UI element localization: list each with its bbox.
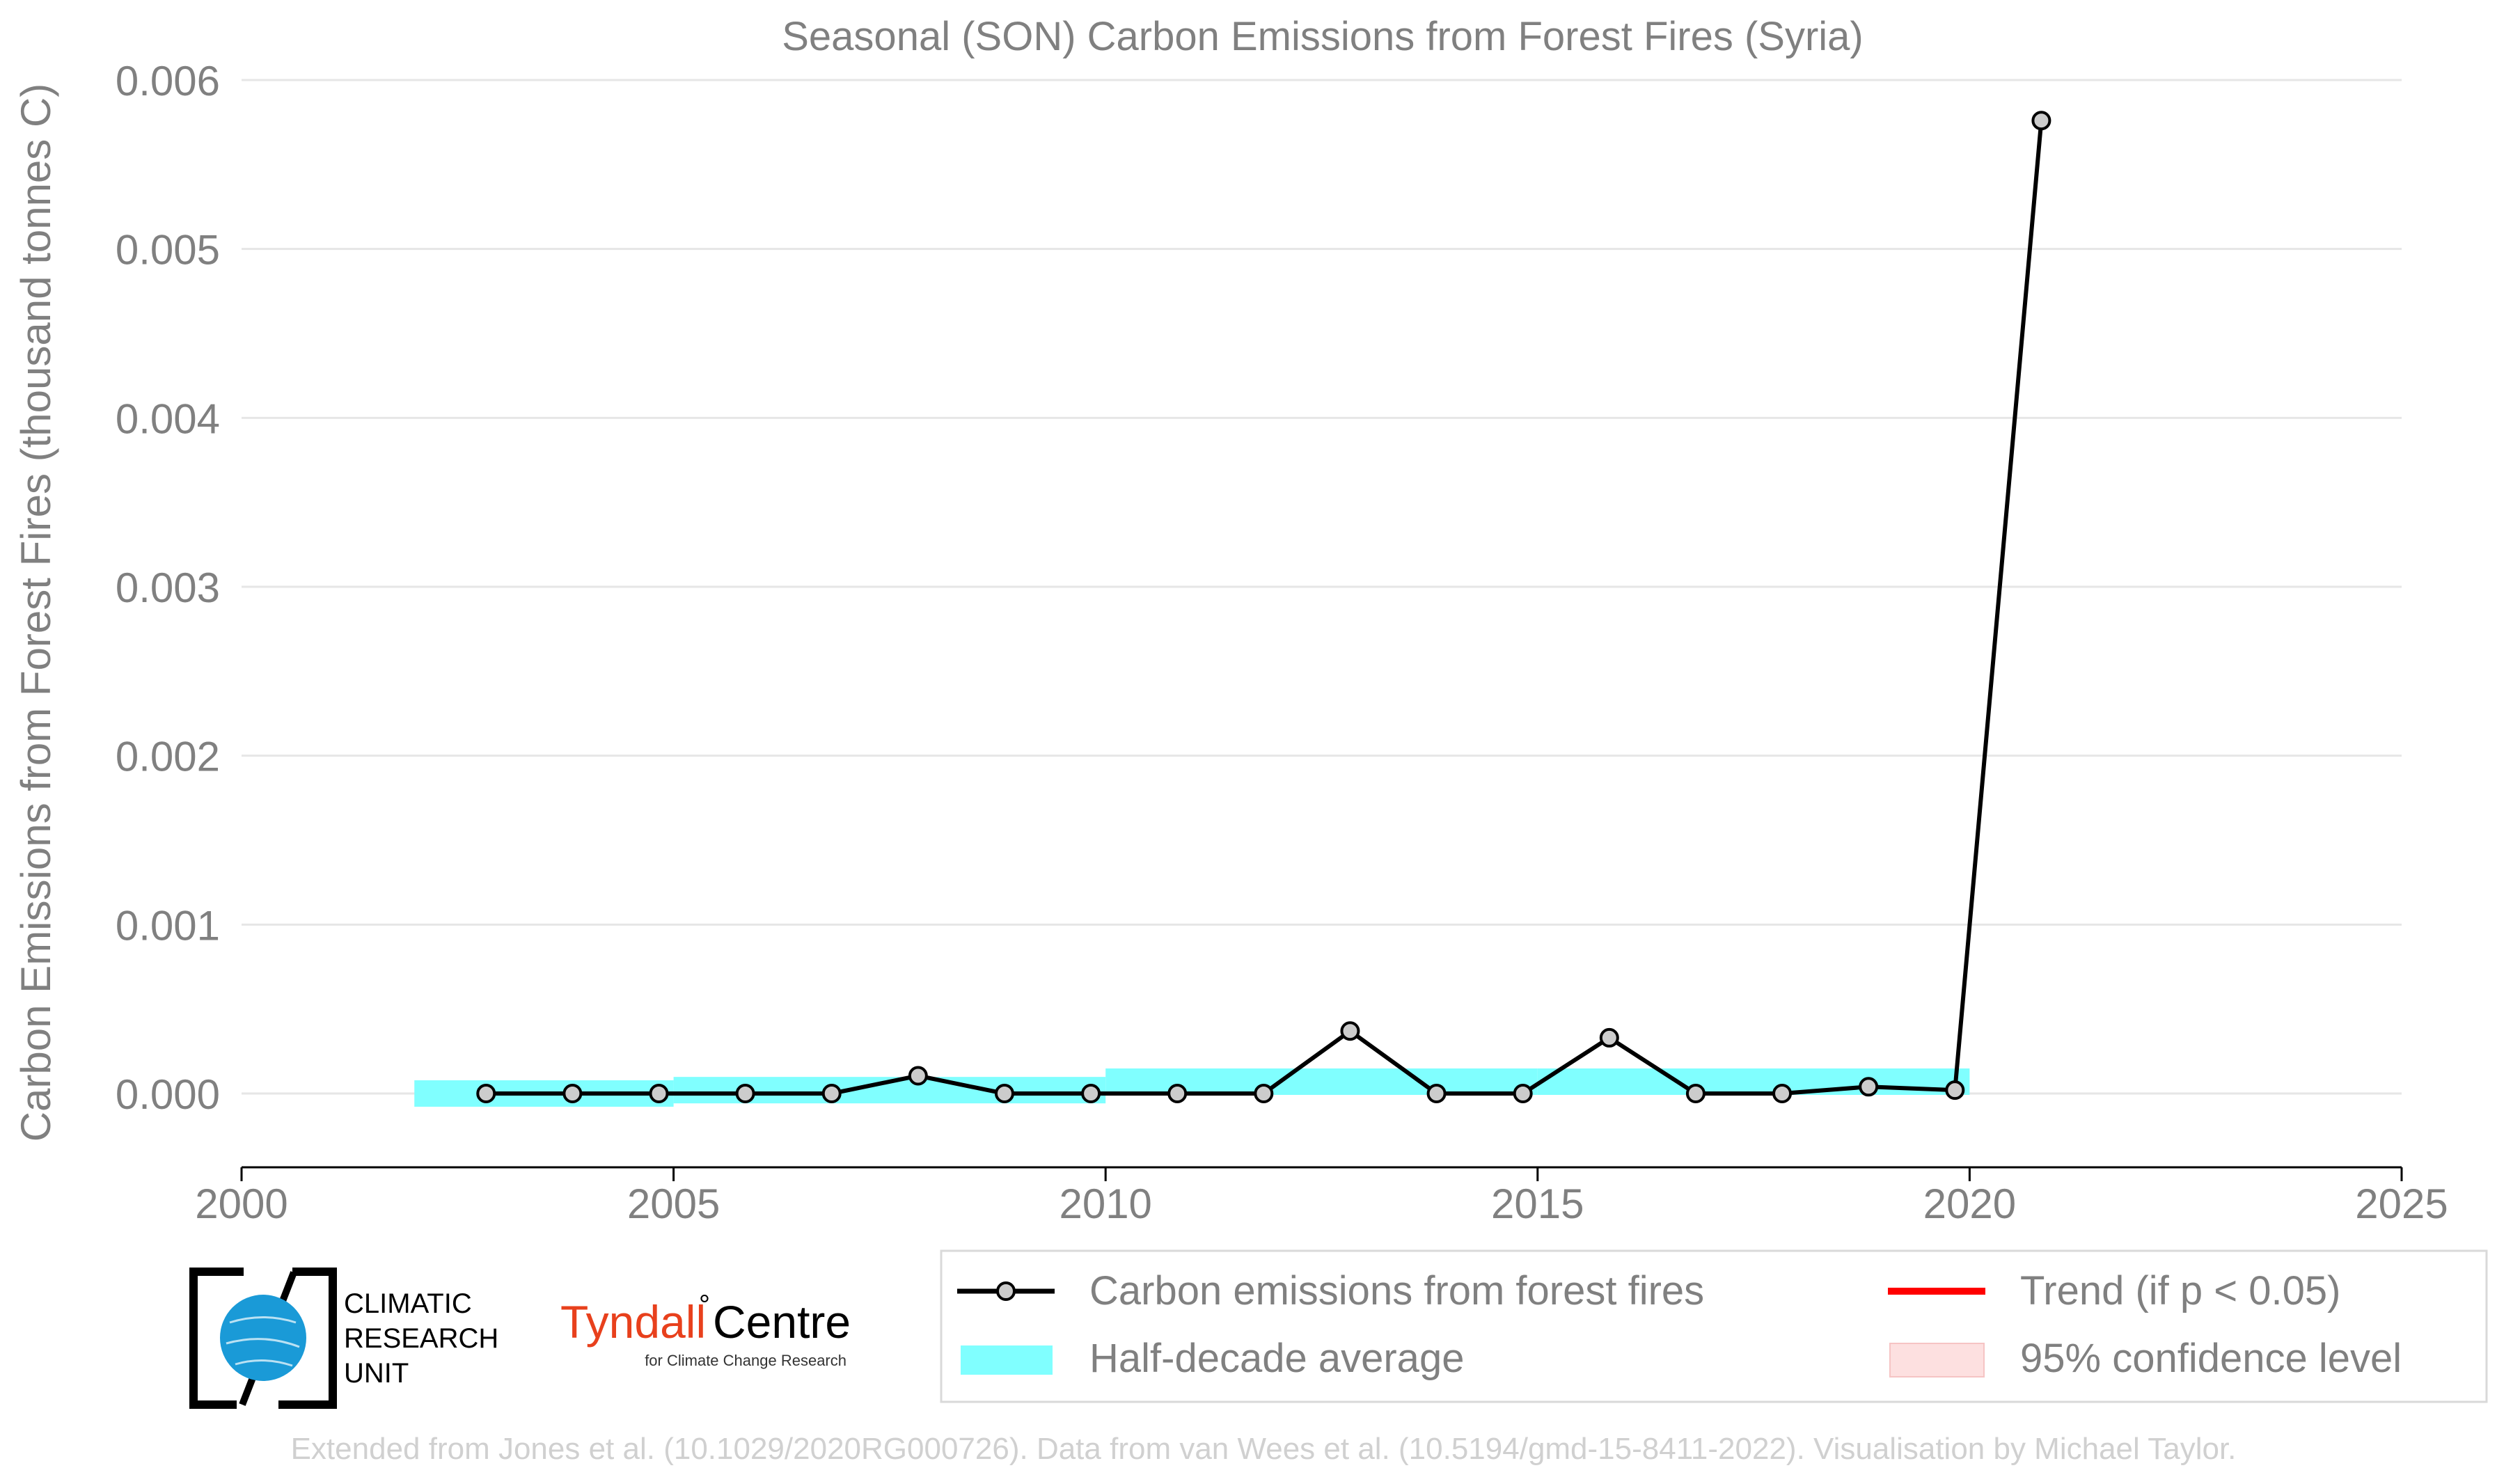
legend-half-decade-swatch — [961, 1345, 1053, 1375]
x-tick-label: 2025 — [2355, 1181, 2448, 1227]
data-point — [735, 1084, 755, 1103]
y-tick-label: 0.006 — [116, 58, 220, 104]
x-tick-label: 2020 — [1923, 1181, 2016, 1227]
x-tick-label: 2005 — [627, 1181, 720, 1227]
grid-lines — [242, 79, 2402, 1095]
cru-text-line-1: CLIMATIC — [344, 1288, 472, 1319]
data-point — [1340, 1021, 1360, 1041]
legend-label-half-decade: Half-decade average — [1089, 1336, 1464, 1381]
data-point — [2031, 111, 2051, 131]
globe-lines — [226, 1316, 300, 1367]
y-axis-label: Carbon Emissions from Forest Fires (thou… — [13, 84, 59, 1142]
cru-bracket-right — [278, 1268, 337, 1409]
y-tick-label: 0.005 — [116, 227, 220, 274]
cru-text-line-3: UNIT — [344, 1358, 409, 1389]
legend-frame — [940, 1249, 2488, 1403]
data-point — [1513, 1084, 1533, 1103]
cru-text-line-2: RESEARCH — [344, 1323, 498, 1354]
legend-label-trend: Trend (if p < 0.05) — [2020, 1268, 2340, 1313]
x-tick-label: 2010 — [1059, 1181, 1151, 1227]
data-point — [562, 1084, 583, 1103]
tyndall-subtitle: for Climate Change Research — [645, 1352, 846, 1369]
data-point — [1945, 1080, 1965, 1100]
y-tick-label: 0.003 — [116, 565, 220, 611]
data-point — [994, 1084, 1014, 1103]
legend-marker-swatch — [996, 1281, 1016, 1301]
x-tick-label: 2000 — [195, 1181, 287, 1227]
data-point — [1599, 1027, 1619, 1048]
globe-icon — [220, 1295, 306, 1381]
data-point — [821, 1084, 842, 1103]
data-point — [1685, 1084, 1706, 1103]
tyndall-degree: ° — [699, 1290, 710, 1320]
data-point — [908, 1066, 928, 1086]
legend-label-emissions: Carbon emissions from forest fires — [1089, 1268, 1704, 1313]
legend: Carbon emissions from forest fires Half-… — [940, 1249, 2488, 1403]
y-tick-label: 0.002 — [116, 734, 220, 780]
data-point — [1426, 1084, 1447, 1103]
data-point — [649, 1084, 669, 1103]
legend-label-confidence: 95% confidence level — [2020, 1336, 2402, 1381]
tyndall-centre: Centre — [713, 1296, 851, 1348]
data-point — [1081, 1084, 1101, 1103]
x-ticks: 2000 2005 2010 2015 2020 2025 — [195, 1167, 2448, 1227]
data-point — [1167, 1084, 1188, 1103]
series-line-layer — [486, 120, 2044, 1096]
half-decade-band — [1537, 1068, 1970, 1096]
series-markers — [476, 111, 2051, 1103]
half-decade-bands — [414, 1068, 1970, 1107]
cru-logo: CLIMATIC RESEARCH UNIT — [189, 1268, 498, 1409]
data-point — [476, 1084, 496, 1103]
credit-line: Extended from Jones et al. (10.1029/2020… — [291, 1432, 2237, 1466]
legend-confidence-swatch — [1889, 1343, 1985, 1378]
emissions-series-line — [486, 120, 2044, 1096]
data-point — [1772, 1084, 1793, 1103]
chart-title: Seasonal (SON) Carbon Emissions from For… — [782, 14, 1864, 59]
tyndall-name: Tyndall — [560, 1296, 706, 1348]
y-tick-label: 0.000 — [116, 1071, 220, 1118]
data-point — [1254, 1084, 1274, 1103]
data-point — [1859, 1077, 1879, 1097]
y-tick-label: 0.004 — [116, 395, 220, 442]
cru-bracket-left — [189, 1268, 244, 1409]
y-tick-label: 0.001 — [116, 902, 220, 949]
y-tick-labels: 0.000 0.001 0.002 0.003 0.004 0.005 0.006 — [116, 58, 220, 1118]
tyndall-logo: Tyndall ° Centre for Climate Change Rese… — [560, 1290, 851, 1369]
x-tick-label: 2015 — [1491, 1181, 1584, 1227]
